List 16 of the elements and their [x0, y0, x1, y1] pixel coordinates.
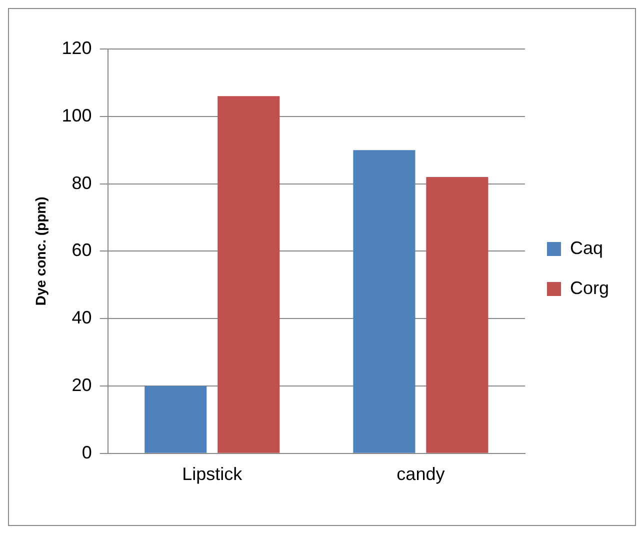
y-tick-label: 100	[62, 105, 92, 126]
y-tick-label: 40	[72, 308, 92, 328]
x-tick-label: Lipstick	[182, 464, 244, 484]
y-tick-label: 120	[62, 38, 92, 58]
y-tick-label: 0	[82, 442, 92, 462]
bar	[426, 177, 488, 453]
y-tick-label: 60	[72, 240, 92, 260]
x-tick-label: candy	[396, 464, 445, 484]
y-tick-label: 80	[72, 172, 92, 193]
legend-label: Corg	[570, 278, 609, 298]
y-tick-label: 20	[72, 374, 92, 395]
legend-label: Caq	[570, 238, 604, 258]
bar	[218, 96, 280, 453]
y-axis-title: Dye conc. (ppm)	[32, 196, 48, 306]
bar	[353, 150, 416, 453]
bar	[144, 386, 207, 453]
